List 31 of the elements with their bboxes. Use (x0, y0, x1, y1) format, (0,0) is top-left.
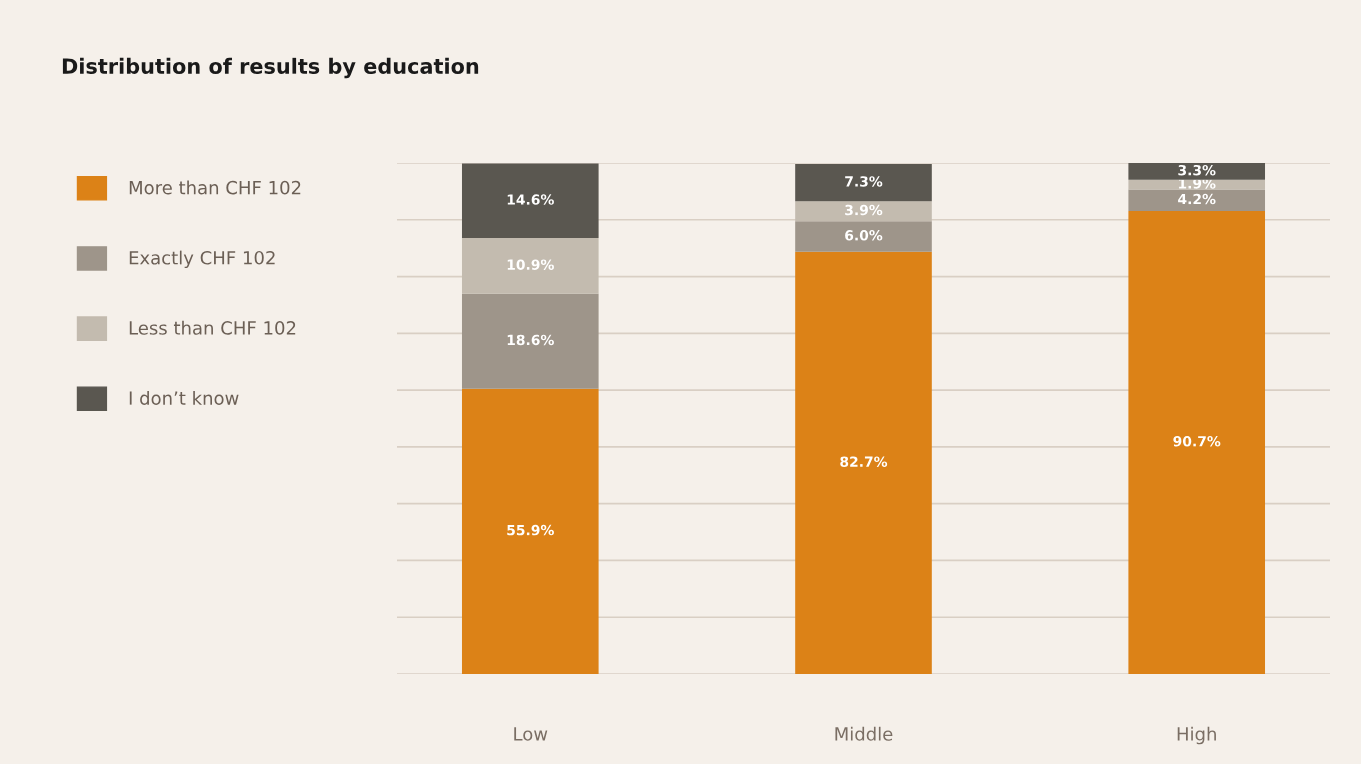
bar (795, 201, 932, 222)
data-label: 90.7% (1173, 436, 1221, 447)
bar (795, 221, 932, 252)
chart-title: Distribution of results by education (62, 57, 479, 79)
data-label: 55.9% (507, 524, 554, 536)
x-tick-label: High (1177, 726, 1216, 745)
data-label: 4.2% (1178, 193, 1216, 205)
data-label: 14.6% (507, 194, 554, 205)
data-label: 7.3% (845, 176, 883, 187)
legend-label: More than CHF 102 (129, 180, 301, 195)
bar (1128, 189, 1266, 211)
data-label: 3.9% (845, 204, 883, 216)
data-label: 10.9% (507, 259, 554, 270)
data-label: 18.6% (507, 334, 554, 346)
x-tick-label: Middle (835, 726, 893, 741)
bar (461, 388, 599, 674)
data-label: 6.0% (845, 230, 883, 241)
bar (461, 293, 599, 389)
bar (795, 164, 932, 202)
legend-label: Less than CHF 102 (129, 320, 296, 335)
legend-label: I don’t know (129, 390, 239, 405)
x-tick-label: Low (514, 727, 548, 741)
legend-label: Exactly CHF 102 (129, 250, 275, 269)
bar (1128, 163, 1266, 180)
bar (461, 238, 599, 294)
bar (1128, 210, 1266, 674)
bar (461, 163, 599, 239)
bar (1128, 179, 1266, 190)
data-label: 82.7% (840, 456, 888, 467)
data-label: 3.3% (1178, 164, 1216, 176)
bar (795, 251, 932, 674)
